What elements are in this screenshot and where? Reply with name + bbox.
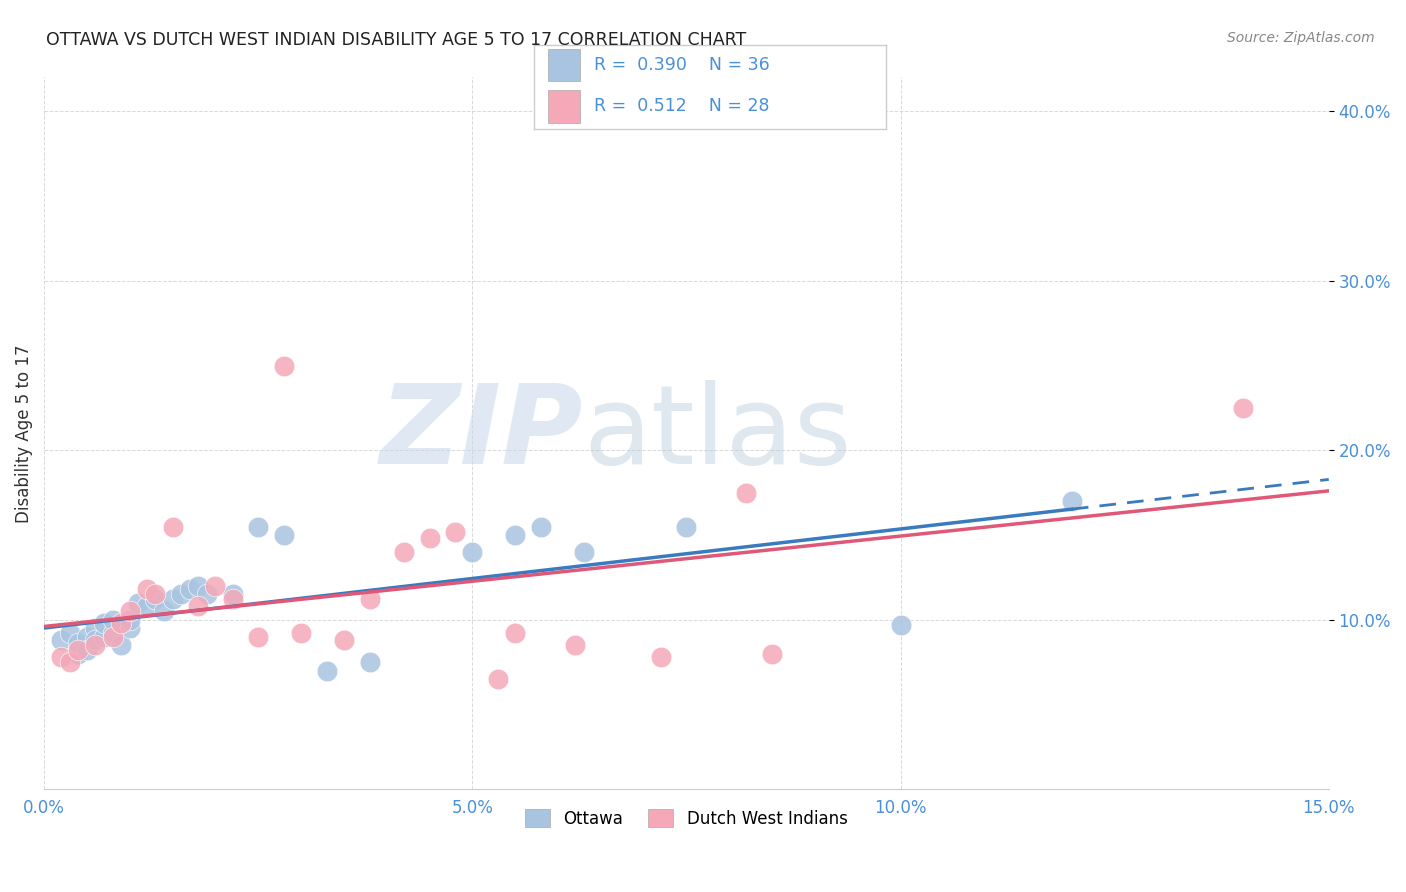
Point [359,592,381,607]
Point [1232,401,1254,415]
Point [503,626,526,640]
Point [461,545,484,559]
Point [162,592,184,607]
Point [153,604,176,618]
Point [564,638,586,652]
Point [110,616,132,631]
Point [572,545,595,559]
Point [315,664,337,678]
Point [503,528,526,542]
Point [179,582,201,597]
Point [486,672,509,686]
Point [247,630,270,644]
Point [735,485,758,500]
Point [51,633,73,648]
Point [162,519,184,533]
Point [761,647,783,661]
Text: Source: ZipAtlas.com: Source: ZipAtlas.com [1227,31,1375,45]
Point [187,599,209,614]
Point [204,579,226,593]
Point [101,626,124,640]
Point [1060,494,1083,508]
Point [145,592,167,607]
Text: ZIP: ZIP [380,380,583,487]
FancyBboxPatch shape [548,90,581,122]
Point [84,633,107,648]
Point [84,638,107,652]
Point [530,519,553,533]
Point [221,592,243,607]
Point [675,519,697,533]
Text: atlas: atlas [583,380,852,487]
Point [101,630,124,644]
Point [418,532,440,546]
Point [127,596,149,610]
Point [273,528,295,542]
Text: OTTAWA VS DUTCH WEST INDIAN DISABILITY AGE 5 TO 17 CORRELATION CHART: OTTAWA VS DUTCH WEST INDIAN DISABILITY A… [46,31,747,49]
Point [890,617,912,632]
Legend: Ottawa, Dutch West Indians: Ottawa, Dutch West Indians [519,803,855,834]
Point [101,613,124,627]
FancyBboxPatch shape [548,49,581,81]
Point [145,587,167,601]
Point [195,587,218,601]
Text: R =  0.512    N = 28: R = 0.512 N = 28 [593,97,769,115]
Text: R =  0.390    N = 36: R = 0.390 N = 36 [593,56,770,74]
Point [84,621,107,635]
Point [135,582,157,597]
Point [273,359,295,373]
Point [59,655,82,669]
Point [110,638,132,652]
Point [290,626,312,640]
Point [444,524,467,539]
Y-axis label: Disability Age 5 to 17: Disability Age 5 to 17 [15,344,32,523]
Point [187,579,209,593]
Point [67,636,90,650]
Point [333,633,356,648]
Point [247,519,270,533]
Point [51,650,73,665]
Point [118,621,141,635]
Point [118,613,141,627]
Point [135,599,157,614]
Point [221,587,243,601]
Point [67,647,90,661]
Point [650,650,672,665]
Point [170,587,193,601]
Point [76,630,98,644]
Point [93,630,115,644]
Point [118,604,141,618]
Point [93,616,115,631]
Point [392,545,415,559]
Point [76,643,98,657]
Point [359,655,381,669]
Point [67,643,90,657]
Point [59,626,82,640]
